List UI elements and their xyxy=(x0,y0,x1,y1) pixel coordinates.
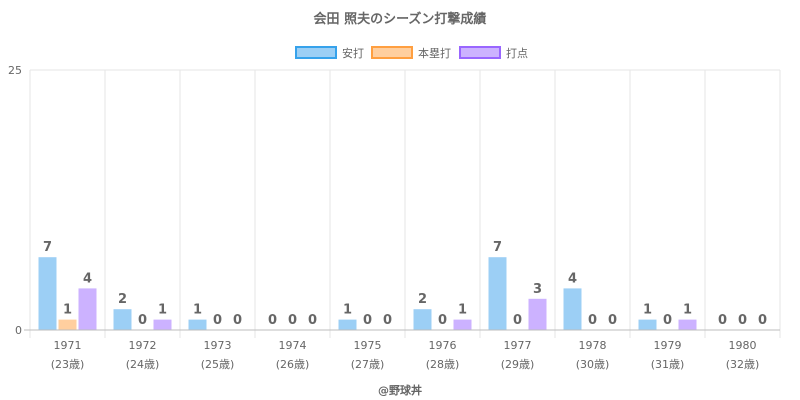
legend-swatch xyxy=(295,46,337,59)
data-label: 7 xyxy=(43,240,52,255)
data-label: 2 xyxy=(118,292,127,307)
data-label: 0 xyxy=(288,313,297,328)
data-label: 1 xyxy=(63,303,72,318)
x-tick-label: 1971 xyxy=(54,339,82,352)
x-tick-label: 1976 xyxy=(429,339,457,352)
bar xyxy=(453,319,472,330)
data-label: 0 xyxy=(513,313,522,328)
legend-label: 安打 xyxy=(342,46,364,60)
x-tick-sublabel: (31歳) xyxy=(651,358,685,371)
data-label: 2 xyxy=(418,292,427,307)
bars xyxy=(38,257,697,330)
data-label: 0 xyxy=(718,313,727,328)
y-tick-label: 0 xyxy=(15,324,22,337)
data-label: 1 xyxy=(193,303,202,318)
data-label: 7 xyxy=(493,240,502,255)
bar xyxy=(488,257,507,330)
x-tick-label: 1978 xyxy=(579,339,607,352)
x-tick-label: 1980 xyxy=(729,339,757,352)
grid xyxy=(29,69,781,338)
bar xyxy=(413,309,432,330)
data-label: 0 xyxy=(663,313,672,328)
bar xyxy=(153,319,172,330)
x-tick-sublabel: (26歳) xyxy=(276,358,310,371)
data-label: 0 xyxy=(758,313,767,328)
data-label: 1 xyxy=(343,303,352,318)
bar xyxy=(528,298,547,330)
legend-label: 本塁打 xyxy=(418,46,451,60)
data-label: 0 xyxy=(308,313,317,328)
bar xyxy=(338,319,357,330)
footer-credit: @野球丼 xyxy=(378,383,422,397)
bar xyxy=(188,319,207,330)
data-label: 0 xyxy=(363,313,372,328)
data-label: 0 xyxy=(268,313,277,328)
data-label: 3 xyxy=(533,282,542,297)
data-label: 0 xyxy=(588,313,597,328)
data-label: 0 xyxy=(213,313,222,328)
x-tick-sublabel: (25歳) xyxy=(201,358,235,371)
bar xyxy=(38,257,57,330)
data-label: 4 xyxy=(568,271,577,286)
x-tick-label: 1979 xyxy=(654,339,682,352)
legend-swatch xyxy=(459,46,501,59)
legend: 安打 本塁打 打点 xyxy=(295,46,528,60)
x-tick-label: 1975 xyxy=(354,339,382,352)
data-label: 0 xyxy=(738,313,747,328)
y-tick-label: 25 xyxy=(8,64,22,77)
data-label: 0 xyxy=(438,313,447,328)
legend-swatch xyxy=(371,46,413,59)
bar xyxy=(58,319,77,330)
bar xyxy=(678,319,697,330)
bar xyxy=(113,309,132,330)
data-label: 0 xyxy=(138,313,147,328)
x-tick-sublabel: (30歳) xyxy=(576,358,610,371)
x-tick-sublabel: (27歳) xyxy=(351,358,385,371)
x-tick-label: 1972 xyxy=(129,339,157,352)
x-tick-label: 1973 xyxy=(204,339,232,352)
bar xyxy=(563,288,582,330)
data-label: 1 xyxy=(683,303,692,318)
data-label: 0 xyxy=(233,313,242,328)
x-tick-sublabel: (28歳) xyxy=(426,358,460,371)
bar xyxy=(78,288,97,330)
chart-title: 会田 照夫のシーズン打撃成績 xyxy=(314,11,487,27)
data-label: 0 xyxy=(608,313,617,328)
legend-label: 打点 xyxy=(506,46,528,60)
x-tick-sublabel: (32歳) xyxy=(726,358,760,371)
data-label: 1 xyxy=(158,303,167,318)
x-tick-label: 1974 xyxy=(279,339,307,352)
x-tick-sublabel: (24歳) xyxy=(126,358,160,371)
data-label: 1 xyxy=(643,303,652,318)
x-tick-sublabel: (29歳) xyxy=(501,358,535,371)
data-label: 4 xyxy=(83,271,92,286)
x-tick-sublabel: (23歳) xyxy=(51,358,85,371)
bar xyxy=(638,319,657,330)
x-tick-label: 1977 xyxy=(504,339,532,352)
data-label: 1 xyxy=(458,303,467,318)
data-label: 0 xyxy=(383,313,392,328)
axes: 25 0 1971 (23歳) 1972 (24歳) 1973 (25歳) 1974 (26歳) 1… xyxy=(8,64,780,371)
